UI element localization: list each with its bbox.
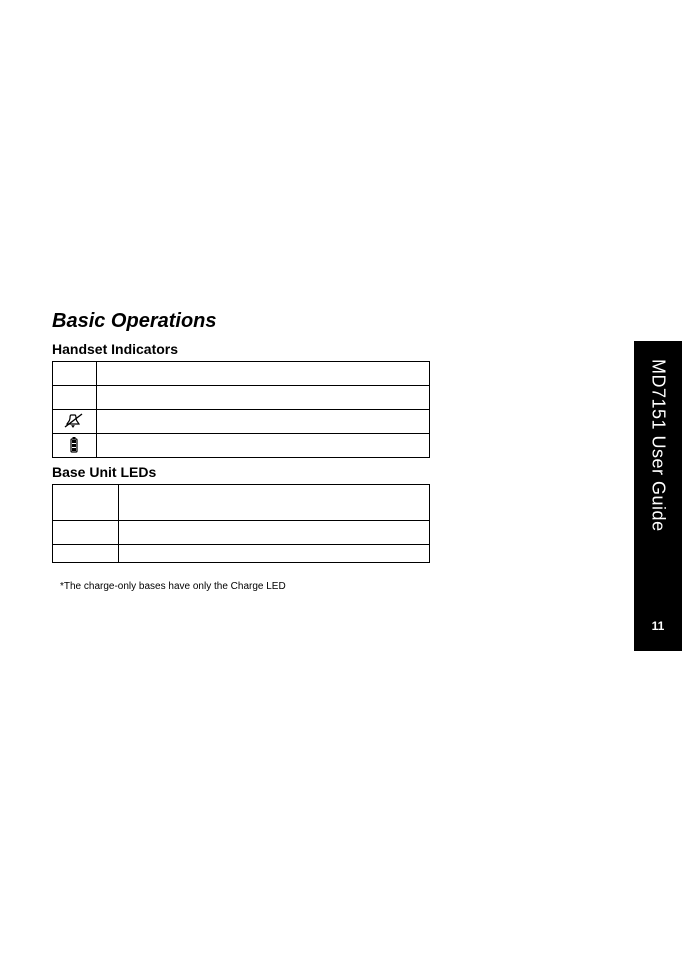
section-title: Basic Operations — [52, 310, 432, 333]
led-desc-cell — [118, 521, 429, 545]
indicator-icon-cell — [53, 386, 97, 410]
table-row — [53, 410, 430, 434]
table-row — [53, 521, 430, 545]
led-desc-cell — [118, 485, 429, 521]
indicator-icon-cell — [53, 362, 97, 386]
table-row — [53, 545, 430, 563]
table-row — [53, 362, 430, 386]
ringer-off-icon — [63, 413, 85, 430]
handset-table — [52, 361, 430, 458]
table-row — [53, 485, 430, 521]
table-row — [53, 386, 430, 410]
indicator-desc-cell — [96, 410, 429, 434]
base-table — [52, 484, 430, 563]
led-cell — [53, 521, 119, 545]
side-tab: MD7151 User Guide 11 — [634, 341, 682, 651]
page-number: 11 — [634, 619, 682, 633]
battery-icon — [68, 437, 80, 454]
guide-title: MD7151 User Guide — [634, 359, 682, 589]
page-content: Basic Operations Handset Indicators — [52, 310, 432, 592]
footnote: *The charge-only bases have only the Cha… — [60, 581, 432, 592]
led-cell — [53, 485, 119, 521]
indicator-icon-cell — [53, 434, 97, 458]
table-row — [53, 434, 430, 458]
indicator-desc-cell — [96, 386, 429, 410]
base-subtitle: Base Unit LEDs — [52, 464, 432, 480]
indicator-desc-cell — [96, 362, 429, 386]
handset-subtitle: Handset Indicators — [52, 341, 432, 357]
led-desc-cell — [118, 545, 429, 563]
led-cell — [53, 545, 119, 563]
indicator-desc-cell — [96, 434, 429, 458]
indicator-icon-cell — [53, 410, 97, 434]
